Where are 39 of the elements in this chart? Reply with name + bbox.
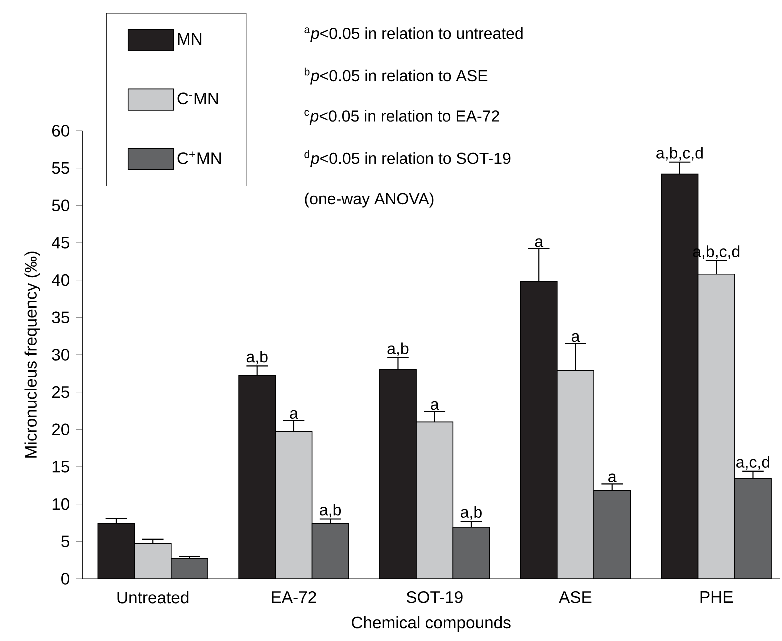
x-tick-label: SOT-19 (406, 591, 463, 604)
y-tick-label: 35 (52, 312, 70, 324)
y-tick-label: 55 (52, 162, 70, 174)
legend-label: C$^{-}$MN (178, 92, 218, 105)
y-tick-label: 20 (52, 424, 70, 436)
y-tick-label: 25 (52, 386, 70, 398)
data-label: a (431, 401, 440, 410)
data-label: a,b (461, 506, 482, 520)
y-tick-label: 50 (52, 200, 70, 212)
data-label: a,b (320, 504, 342, 518)
y-tick-label: 5 (62, 536, 70, 548)
text: $^{c}$p<0.05 in relation to EA-72 (304, 110, 500, 126)
x-tick-label: EA-72 (272, 591, 316, 604)
annotation: (one-way ANOVA) (305, 192, 434, 208)
x-tick-label: ASE (559, 591, 592, 604)
data-label: a (535, 238, 544, 248)
text: $^{a}$p<0.05 in relation to untreated (304, 28, 523, 42)
data-label: a,b (388, 342, 409, 356)
y-tick-label: 0 (62, 573, 70, 585)
y-axis-title: Micronucleus frequency (‰) (24, 252, 40, 458)
y-tick-label: 45 (52, 237, 70, 249)
data-label: a,b (246, 350, 268, 365)
y-tick-label: 15 (52, 461, 70, 473)
text: $^{b}$p<0.05 in relation to ASE (304, 68, 488, 85)
legend-label: MN (178, 33, 202, 45)
legend-label: C$^{+}$MN (178, 152, 222, 164)
annotation: $^{d}$p<0.05 in relation to SOT-19 (304, 150, 511, 168)
data-label: a (608, 474, 617, 483)
y-tick-label: 10 (52, 498, 70, 510)
data-label: a,b,c,d (656, 147, 703, 161)
x-tick-label: PHE (700, 591, 734, 603)
y-tick-label: 30 (52, 349, 70, 361)
x-axis-title: Chemical compounds (352, 616, 511, 632)
data-label: a,c,d (736, 456, 770, 470)
y-tick-label: 40 (52, 274, 70, 286)
data-label: a (572, 333, 580, 342)
x-tick-label: Untreated (118, 591, 189, 604)
y-tick-label: 60 (52, 125, 70, 137)
data-label: a (290, 410, 298, 420)
